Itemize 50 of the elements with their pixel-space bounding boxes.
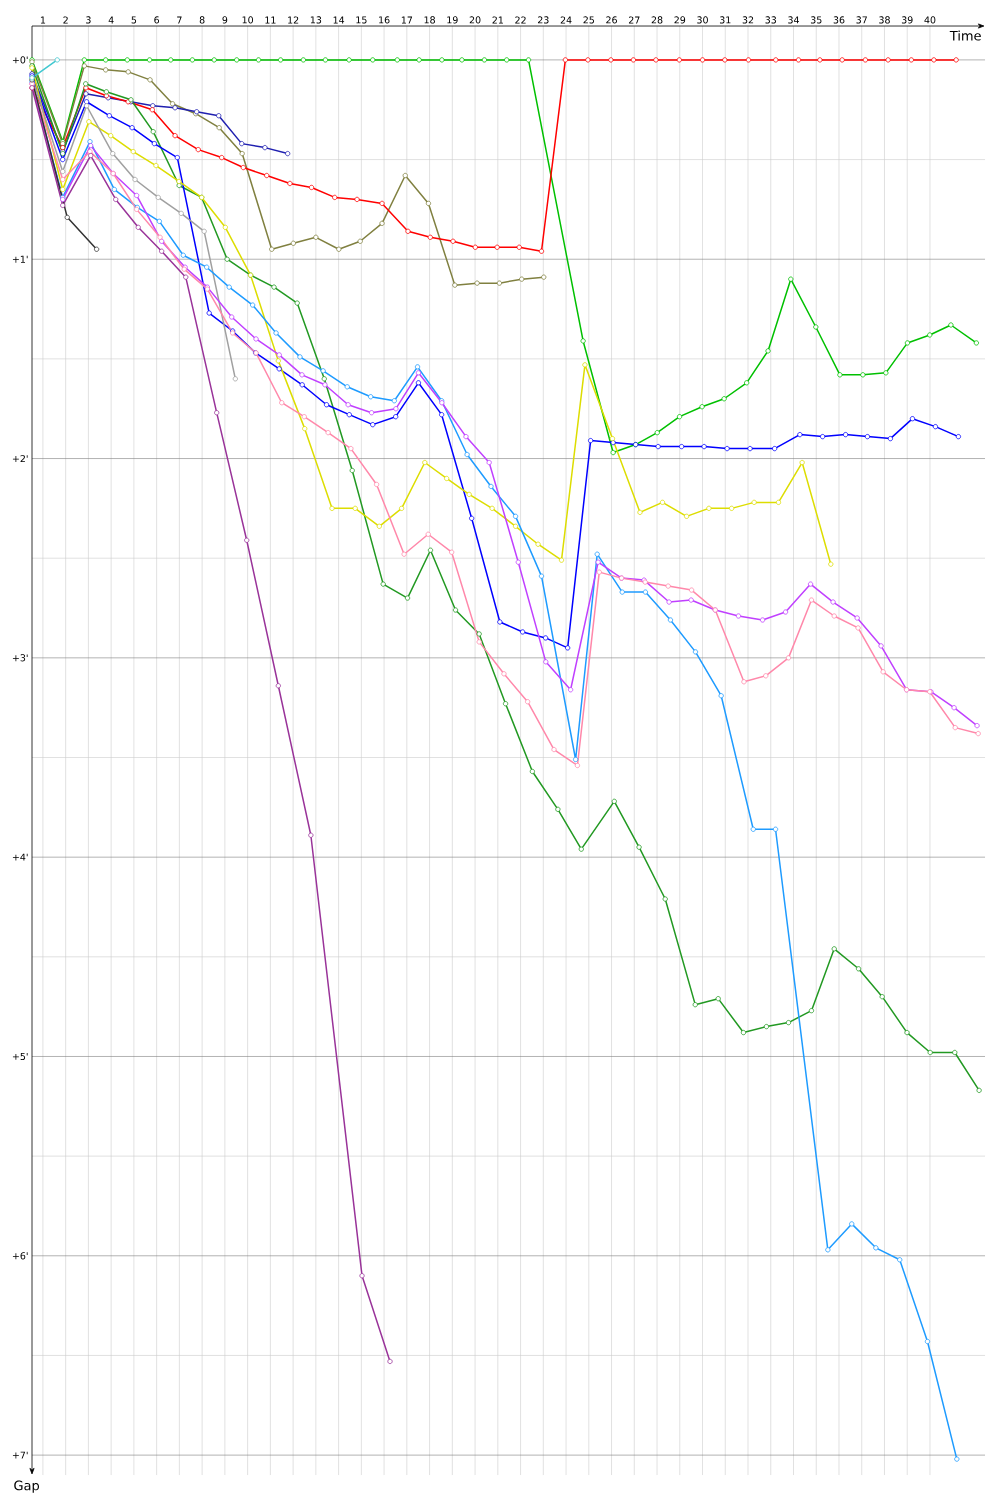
x-tick-label: 10 xyxy=(242,16,254,24)
x-tick-label: 21 xyxy=(492,16,503,24)
y-tick-label: +2' xyxy=(12,455,28,463)
x-tick-label: 22 xyxy=(515,16,526,24)
y-axis-title: Gap xyxy=(14,1480,40,1493)
y-tick-label: +4' xyxy=(12,853,28,861)
x-tick-label: 16 xyxy=(379,16,390,24)
x-tick-label: 31 xyxy=(719,16,731,24)
x-tick-label: 11 xyxy=(265,16,276,24)
x-tick-label: 6 xyxy=(154,16,160,24)
x-tick-label: 37 xyxy=(856,16,867,24)
y-tick-label: +7' xyxy=(12,1451,28,1459)
x-tick-label: 26 xyxy=(606,16,617,24)
x-tick-label: 7 xyxy=(177,16,182,24)
x-tick-label: 39 xyxy=(901,16,913,24)
x-tick-label: 24 xyxy=(560,16,572,24)
y-tick-label: +6' xyxy=(12,1252,28,1260)
x-tick-label: 13 xyxy=(310,16,322,24)
x-axis-title: Time xyxy=(949,30,981,41)
x-tick-label: 15 xyxy=(356,16,367,24)
x-tick-label: 14 xyxy=(333,16,345,24)
x-tick-label: 27 xyxy=(628,16,640,24)
x-tick-label: 5 xyxy=(131,16,137,24)
x-tick-label: 8 xyxy=(199,16,205,24)
x-tick-label: 34 xyxy=(788,16,799,24)
x-tick-label: 12 xyxy=(288,16,299,24)
y-tick-label: +0' xyxy=(12,56,28,64)
x-tick-label: 30 xyxy=(697,16,708,24)
x-tick-label: 9 xyxy=(222,16,228,24)
x-tick-label: 4 xyxy=(108,16,114,24)
x-tick-label: 29 xyxy=(674,16,686,24)
x-tick-label: 17 xyxy=(401,16,413,24)
y-tick-label: +5' xyxy=(12,1052,28,1060)
x-tick-label: 3 xyxy=(86,16,91,24)
y-tick-label: +1' xyxy=(12,255,28,263)
x-tick-label: 35 xyxy=(810,16,822,24)
x-tick-label: 32 xyxy=(742,16,754,24)
x-tick-label: 20 xyxy=(469,16,481,24)
x-tick-label: 2 xyxy=(63,16,68,24)
x-tick-label: 38 xyxy=(879,16,890,24)
x-tick-label: 19 xyxy=(447,16,458,24)
x-tick-label: 23 xyxy=(537,16,549,24)
x-tick-label: 36 xyxy=(833,16,845,24)
x-tick-label: 25 xyxy=(583,16,594,24)
x-tick-label: 40 xyxy=(924,16,936,24)
y-tick-label: +3' xyxy=(12,654,28,662)
x-tick-label: 18 xyxy=(424,16,435,24)
x-tick-label: 33 xyxy=(765,16,777,24)
x-tick-label: 28 xyxy=(651,16,663,24)
x-tick-label: 1 xyxy=(40,16,46,24)
